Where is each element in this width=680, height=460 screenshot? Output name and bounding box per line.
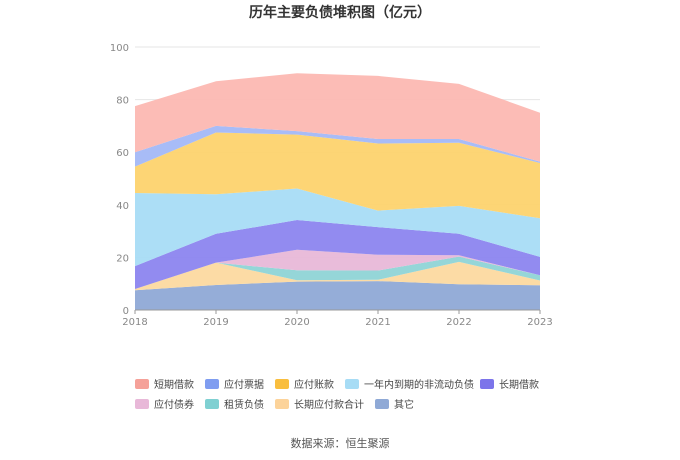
legend-label: 其它 xyxy=(394,398,414,411)
legend-item[interactable]: 租赁负债 xyxy=(205,398,264,411)
y-tick-label: 80 xyxy=(116,96,129,107)
legend-item[interactable]: 应付票据 xyxy=(205,378,264,391)
x-tick-label: 2018 xyxy=(122,317,147,328)
legend-swatch xyxy=(345,379,359,389)
chart-title: 历年主要负债堆积图（亿元） xyxy=(249,4,431,21)
area-series-长期借款 xyxy=(135,220,540,289)
area-layer xyxy=(135,73,540,310)
legend-item[interactable]: 其它 xyxy=(375,398,414,411)
area-series-短期借款 xyxy=(135,73,540,162)
legend-item[interactable]: 短期借款 xyxy=(135,378,194,391)
legend-swatch xyxy=(205,379,219,389)
y-tick-label: 100 xyxy=(110,43,129,54)
area-series-长期应付款合计 xyxy=(135,261,540,291)
legend-label: 应付账款 xyxy=(294,378,334,391)
legend-swatch xyxy=(275,399,289,409)
area-series-一年内到期的非流动负债 xyxy=(135,188,540,267)
legend-label: 长期借款 xyxy=(499,378,539,391)
legend-label: 长期应付款合计 xyxy=(294,398,364,411)
legend-item[interactable]: 长期借款 xyxy=(480,378,539,391)
legend-label: 一年内到期的非流动负债 xyxy=(364,378,474,391)
y-tick-label: 0 xyxy=(123,306,129,317)
legend-label: 应付债券 xyxy=(154,398,194,411)
x-tick-label: 2022 xyxy=(446,317,471,328)
legend-item[interactable]: 一年内到期的非流动负债 xyxy=(345,378,474,391)
legend-swatch xyxy=(275,379,289,389)
legend-item[interactable]: 长期应付款合计 xyxy=(275,398,364,411)
legend-item[interactable]: 应付债券 xyxy=(135,398,194,411)
y-tick-label: 40 xyxy=(116,201,129,212)
y-tick-label: 60 xyxy=(116,148,129,159)
legend-swatch xyxy=(205,399,219,409)
x-tick-label: 2021 xyxy=(365,317,390,328)
area-series-租赁负债 xyxy=(135,256,540,289)
x-tick-label: 2020 xyxy=(284,317,309,328)
source-text: 数据来源：恒生聚源 xyxy=(291,436,390,450)
legend-swatch xyxy=(375,399,389,409)
legend-swatch xyxy=(135,379,149,389)
x-tick-label: 2023 xyxy=(527,317,552,328)
axis-layer: 0 20 40 60 80 100 2018 2019 2020 2021 2022 2023 xyxy=(110,43,553,328)
legend-swatch xyxy=(135,399,149,409)
legend-swatch xyxy=(480,379,494,389)
area-series-其它 xyxy=(135,281,540,310)
legend-label: 应付票据 xyxy=(224,378,264,391)
y-tick-label: 20 xyxy=(116,253,129,264)
area-series-应付账款 xyxy=(135,132,540,219)
legend-label: 租赁负债 xyxy=(224,398,264,411)
legend-item[interactable]: 应付账款 xyxy=(275,378,334,391)
x-tick-label: 2019 xyxy=(203,317,228,328)
legend-label: 短期借款 xyxy=(154,378,194,391)
area-series-应付债券 xyxy=(135,249,540,289)
